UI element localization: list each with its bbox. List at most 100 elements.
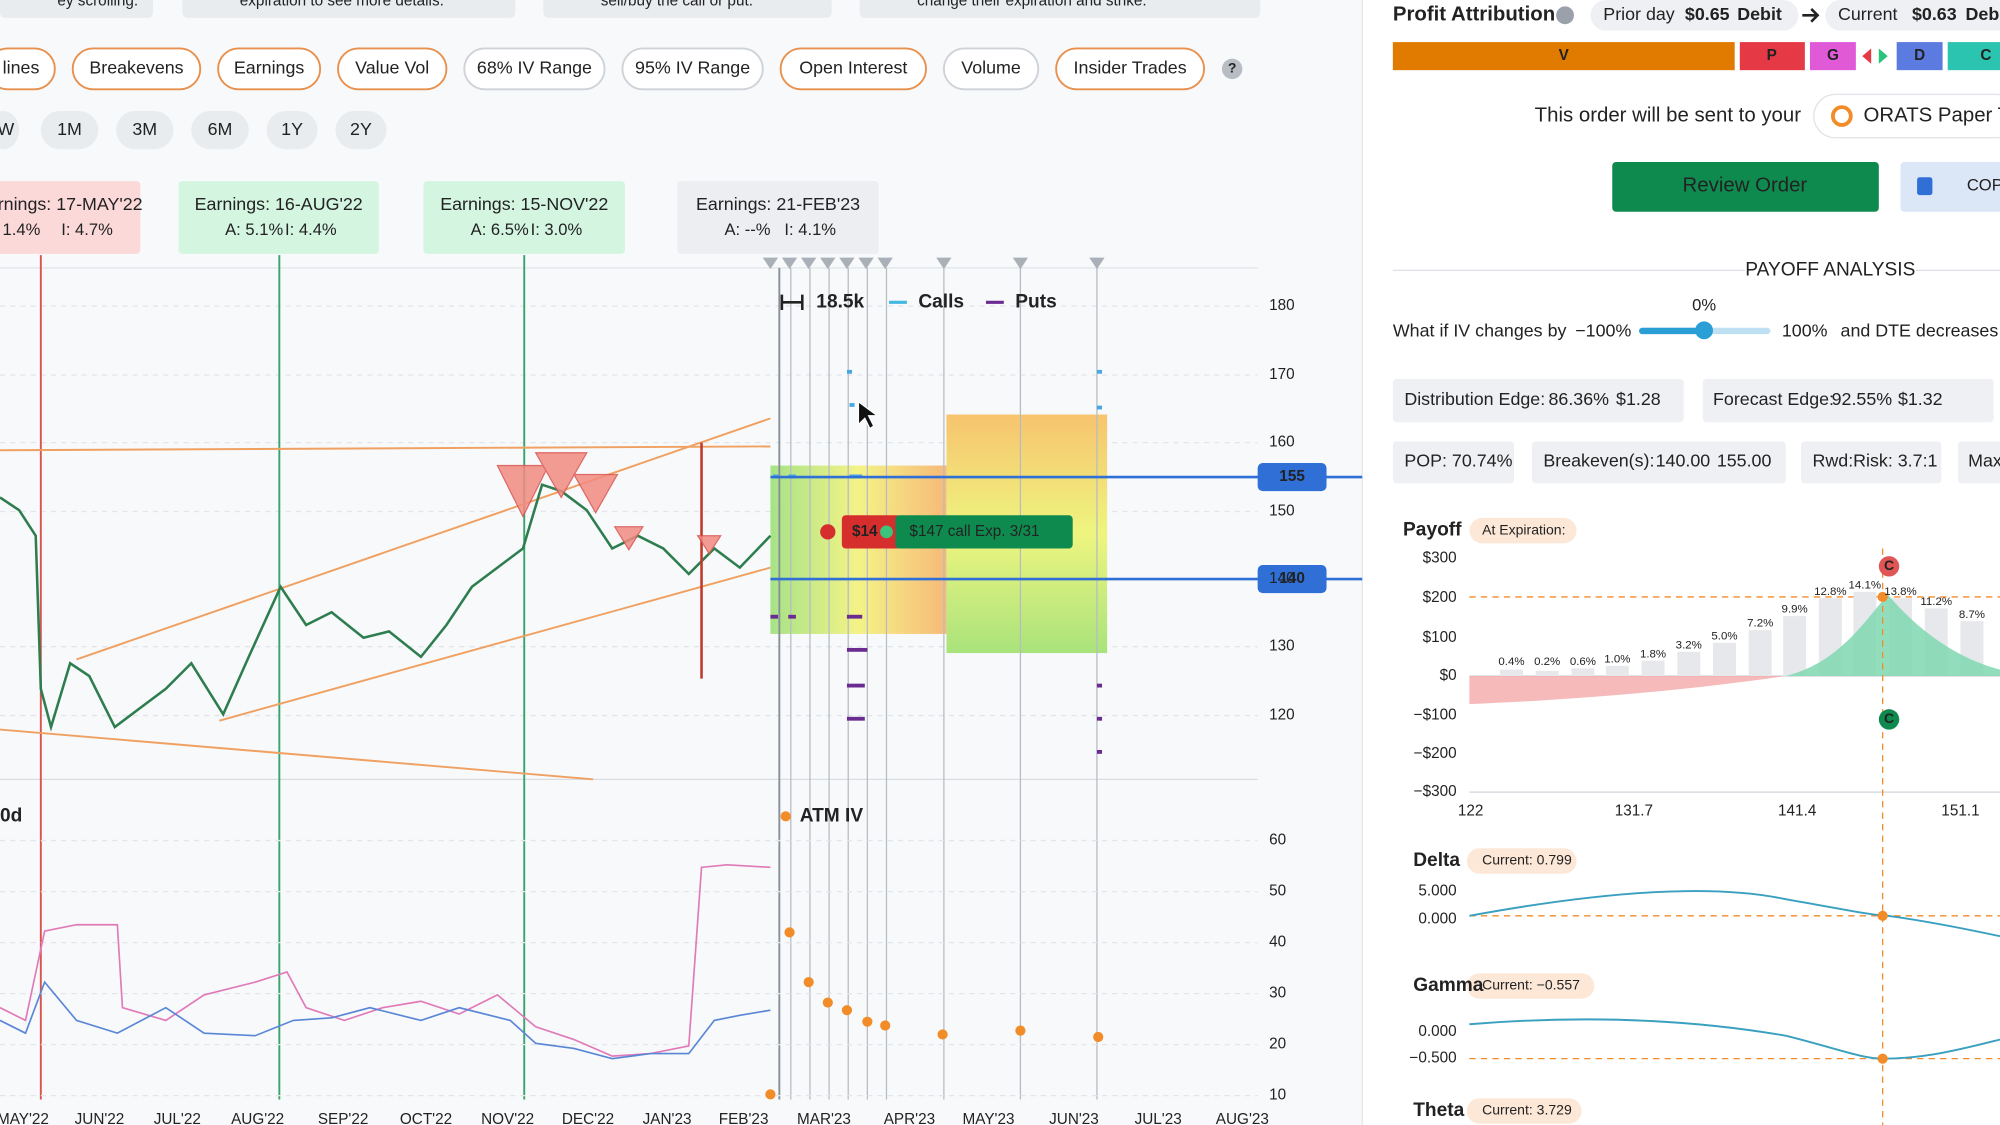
y-tick-label: $200 [1423,589,1457,606]
range-button[interactable] [266,110,318,150]
copy-button[interactable]: COP [1967,176,2000,195]
hint-text: expiration to see more details. [240,0,444,9]
stat-value: 140.00 [1656,450,1711,470]
greek-current: Current: 3.729 [1482,1102,1572,1118]
y-tick-label: 20 [1269,1036,1286,1053]
toggle-button[interactable] [71,47,202,91]
y-tick-label: 30 [1269,985,1286,1002]
y-tick-label: 0.000 [1418,911,1456,928]
x-tick-label: APR'23 [884,1111,935,1125]
panel-decor [1392,0,2000,1125]
level-badge: 155 [1279,468,1305,485]
x-tick-label: JUL'23 [1135,1111,1182,1125]
earnings-actual: A: --% [724,220,770,239]
range-button[interactable] [335,110,387,150]
bar-label: 14.1% [1849,579,1882,591]
range-label: W [0,119,14,139]
toggle-button[interactable] [0,47,56,91]
toggle-button[interactable] [779,47,927,91]
earnings-title: Earnings: 16-AUG'22 [195,194,363,214]
y-tick-label: 170 [1269,366,1295,383]
y-tick-label: 10 [1269,1087,1286,1104]
prior-label: Prior day [1603,4,1674,24]
y-tick-label: $300 [1423,550,1457,567]
help-label: ? [1228,60,1237,76]
earnings-title: rnings: 17-MAY'22 [0,194,143,214]
greek-name: Theta [1413,1100,1464,1121]
current-label: Current [1838,4,1898,24]
attribution-title: Profit Attribution [1393,4,1555,26]
bar-label: 13.8% [1884,586,1917,598]
segment-label: G [1827,47,1839,64]
iv-legend: ATM IV [800,805,864,826]
prior-side: Debit [1737,4,1782,24]
x-tick-label: AUG'23 [1216,1111,1269,1125]
toggle-label: Earnings [234,58,305,78]
bar-label: 3.2% [1676,639,1702,651]
earnings-actual: 1.4% [3,220,41,239]
y-tick-label: 140 [1269,570,1295,587]
x-tick-label: 122 [1458,802,1484,819]
earnings-implied: I: 4.1% [784,220,836,239]
bar-label: 11.2% [1920,596,1952,608]
hint-text: change their expiration and strike. [917,0,1147,9]
range-button[interactable] [40,110,99,150]
help-icon[interactable] [1221,58,1243,80]
x-tick-label: FEB'23 [719,1111,769,1125]
tooltip-label: $147 call Exp. 3/31 [909,523,1039,540]
range-button[interactable] [116,110,174,150]
current-side: Debi [1966,4,2000,24]
range-label: 2Y [350,119,372,139]
toggle-button[interactable] [621,47,764,91]
stat-rwd: Rwd:Risk: 3.7:1 [1813,450,1938,470]
y-tick-label: −$200 [1414,745,1457,762]
x-tick-label: SEP'22 [318,1111,369,1125]
iv-window: 0d [0,805,22,826]
dte-prompt: and DTE decreases b [1841,320,2000,340]
bar-label: 0.4% [1498,656,1524,668]
iv-prompt: What if IV changes by [1393,320,1567,340]
chart-mode: At Expiration: [1482,521,1565,537]
stat-label: Breakeven(s): [1543,450,1654,470]
hint-card [182,0,516,18]
bar-label: 9.9% [1782,604,1808,616]
x-tick-label: JAN'23 [643,1111,692,1125]
price-decor [0,255,1363,1100]
range-label: 3M [132,119,157,139]
toggle-button[interactable] [217,47,322,91]
range-label: 1M [57,119,82,139]
range-button[interactable] [191,110,249,150]
stat-pct: 86.36% [1548,389,1609,409]
y-tick-label: 40 [1269,934,1286,951]
x-tick-label: 131.7 [1615,802,1653,819]
earnings-title: Earnings: 15-NOV'22 [440,194,608,214]
toggle-button[interactable] [337,47,448,91]
x-tick-label: AUG'22 [231,1111,284,1125]
toggle-button[interactable] [1055,47,1206,91]
toggle-label: lines [3,58,40,78]
section-heading: PAYOFF ANALYSIS [1745,259,1915,280]
stat-value: $1.32 [1898,389,1943,409]
hint-card [0,0,154,18]
bar-label: 7.2% [1747,618,1773,630]
range-button[interactable] [0,110,20,150]
hint-text: ey scrolling. [57,0,138,9]
earnings-actual: A: 6.5% [471,220,529,239]
review-order[interactable]: Review Order [1683,175,1808,197]
stat-max: Max [1968,450,2000,470]
y-tick-label: 60 [1269,832,1286,849]
chart-title: Payoff [1403,520,1462,541]
bar-label: 0.6% [1570,656,1596,668]
segment-label: V [1559,47,1570,64]
greek-current: Current: −0.557 [1482,977,1580,993]
iv-value: 0% [1692,295,1716,314]
legend-puts: Puts [1015,291,1056,312]
earnings-title: Earnings: 21-FEB'23 [696,194,860,214]
current-value: $0.63 [1912,4,1957,24]
y-tick-label: 50 [1269,883,1286,900]
iv-max: 100% [1782,320,1828,340]
toggle-button[interactable] [942,47,1040,91]
toggle-button[interactable] [463,47,606,91]
earnings-implied: I: 3.0% [531,220,583,239]
toggle-label: 95% IV Range [635,58,750,78]
